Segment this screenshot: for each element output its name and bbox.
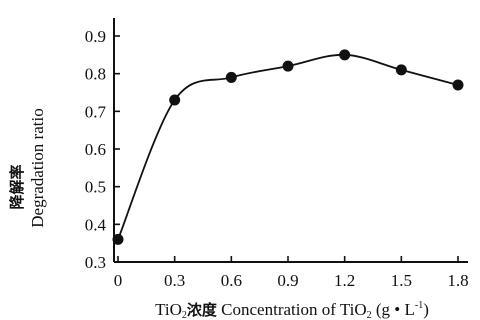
y-axis-ticks: 0.3 0.4 0.5 0.6 0.7 0.8 0.9 — [85, 27, 120, 272]
x-tick-label: 0.3 — [164, 271, 185, 290]
x-axis-title-cn: 浓度 — [187, 301, 218, 319]
x-axis-title: TiO2浓度 Concentration of TiO2 (g • L-1) — [155, 300, 429, 320]
x-tick-label: 0.6 — [221, 271, 242, 290]
data-point-marker — [169, 94, 181, 106]
y-tick-label: 0.7 — [85, 102, 107, 121]
x-tick-label: 1.5 — [391, 271, 412, 290]
series-curve — [117, 53, 459, 240]
data-point-marker — [339, 49, 351, 61]
x-axis-title-unit-pre: (g • L — [372, 300, 415, 319]
y-axis-title: 降解率 Degradation ratio — [8, 108, 47, 227]
x-axis-title-sub1: 2 — [182, 310, 187, 320]
y-axis-title-en: Degradation ratio — [28, 108, 47, 227]
x-tick-label: 1.8 — [447, 271, 468, 290]
x-tick-label: 0 — [114, 271, 123, 290]
x-axis-title-tio: TiO — [155, 300, 182, 319]
x-axis-title-sub2: 2 — [367, 310, 372, 320]
y-tick-label: 0.5 — [85, 178, 106, 197]
data-point-marker — [452, 79, 464, 91]
x-axis-title-unit-post: ) — [423, 300, 429, 319]
y-tick-label: 0.3 — [85, 253, 106, 272]
y-tick-label: 0.4 — [85, 215, 107, 234]
series-markers — [112, 49, 464, 245]
y-tick-label: 0.9 — [85, 27, 106, 46]
y-tick-label: 0.6 — [85, 140, 106, 159]
data-point-marker — [112, 233, 124, 245]
data-point-marker — [395, 64, 407, 76]
y-axis-title-cn: 降解率 — [8, 164, 26, 209]
x-axis-title-en: Concentration of TiO — [217, 300, 367, 319]
data-point-marker — [225, 71, 237, 83]
y-tick-label: 0.8 — [85, 65, 106, 84]
x-axis-ticks: 0 0.3 0.6 0.9 1.2 1.5 1.8 — [114, 256, 469, 290]
x-tick-label: 0.9 — [277, 271, 298, 290]
x-tick-label: 1.2 — [334, 271, 355, 290]
plot-area: 0.3 0.4 0.5 0.6 0.7 0.8 0.9 0 0.3 0.6 0.9 1.2 1.5 1.… — [85, 18, 469, 290]
x-axis-title-unit-sup: -1 — [415, 300, 423, 311]
data-point-marker — [282, 60, 294, 72]
